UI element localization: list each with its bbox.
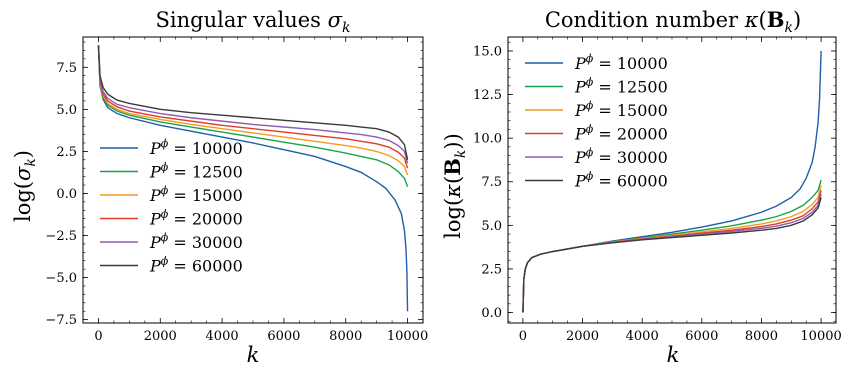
x-tick-label: 10000 [800, 329, 841, 344]
legend-label: Pϕ = 12500 [574, 76, 668, 97]
x-tick-label: 4000 [626, 329, 659, 344]
x-tick-label: 0 [519, 329, 527, 344]
series-line [522, 179, 822, 313]
plot-area: 0 2000 4000 6000 8000 10000 0.0 2.5 5.0 7.5 10.0 12… [473, 36, 841, 344]
x-tick-label: 8000 [329, 329, 362, 344]
y-tick-label: 12.5 [473, 88, 502, 103]
y-tick-label: 0.0 [481, 306, 502, 321]
y-tick-label: −7.5 [45, 313, 77, 328]
series-line [97, 45, 409, 160]
x-axis-label: k [247, 343, 260, 367]
y-axis-label: log(σk) [11, 150, 39, 222]
x-axis-label: k [667, 343, 680, 367]
x-tick-label: 8000 [745, 329, 778, 344]
x-tick-label: 2000 [144, 329, 177, 344]
y-tick-label: 10.0 [473, 132, 502, 147]
legend-label: Pϕ = 10000 [574, 52, 668, 73]
singular-values-chart: Singular values σk k log(σk) 0 2000 4000 60… [11, 8, 428, 367]
legend-label: Pϕ = 60000 [149, 255, 243, 276]
chart-title: Singular values σk [156, 8, 351, 36]
x-tick-label: 4000 [206, 329, 239, 344]
y-tick-label: 5.0 [481, 219, 502, 234]
y-tick-label: 2.5 [56, 145, 77, 160]
plot-frame [82, 36, 424, 324]
legend-label: Pϕ = 15000 [149, 184, 243, 205]
legend-label: Pϕ = 30000 [149, 231, 243, 252]
x-tick-label: 10000 [387, 329, 428, 344]
plot-area: 0 2000 4000 6000 8000 10000 −7.5 −5.0 −2.5 0.0 2.5… [45, 36, 428, 344]
x-tick-label: 0 [94, 329, 102, 344]
legend-label: Pϕ = 60000 [574, 170, 668, 191]
y-tick-label: −5.0 [45, 271, 77, 286]
chart-title: Condition number κ(Bk) [545, 7, 801, 36]
series-line [522, 50, 822, 313]
series-line [97, 45, 409, 187]
y-tick-label: 5.0 [56, 103, 77, 118]
y-axis-label: log(κ(Bk)) [440, 133, 469, 239]
condition-number-chart: Condition number κ(Bk) k log(κ(Bk)) 0 200… [440, 7, 841, 367]
x-tick-label: 2000 [566, 329, 599, 344]
series-line [97, 45, 409, 164]
legend-label: Pϕ = 15000 [574, 99, 668, 120]
legend-label: Pϕ = 12500 [149, 161, 243, 182]
legend-label: Pϕ = 30000 [574, 146, 668, 167]
y-tick-label: 7.5 [481, 175, 502, 190]
series-line [522, 190, 822, 313]
y-tick-label: 7.5 [56, 61, 77, 76]
y-tick-label: 0.0 [56, 187, 77, 202]
x-tick-label: 6000 [267, 329, 300, 344]
legend-label: Pϕ = 20000 [149, 208, 243, 229]
y-tick-label: −2.5 [45, 229, 77, 244]
legend-label: Pϕ = 10000 [149, 137, 243, 158]
x-tick-label: 6000 [685, 329, 718, 344]
series-line [97, 45, 409, 169]
series-line [97, 45, 409, 312]
series-line [522, 197, 822, 313]
y-tick-label: 15.0 [473, 44, 502, 59]
series-line [522, 193, 822, 313]
y-tick-label: 2.5 [481, 262, 502, 277]
series-line [97, 45, 409, 176]
legend-label: Pϕ = 20000 [574, 123, 668, 144]
